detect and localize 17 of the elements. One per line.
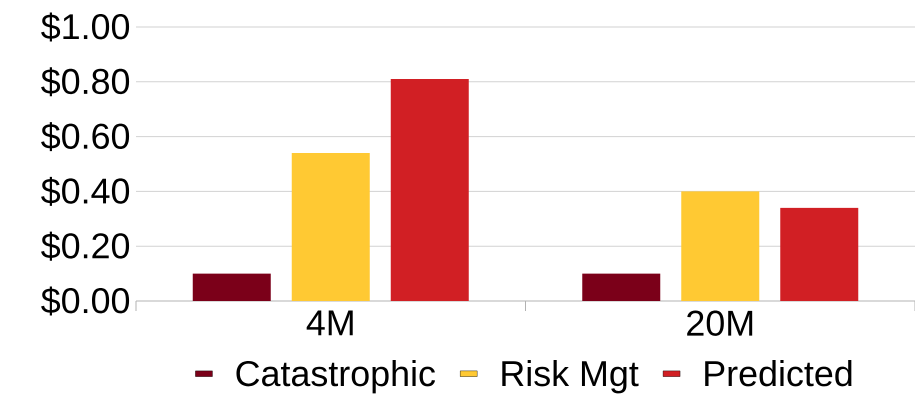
- bar: [292, 153, 370, 301]
- legend-label: Predicted: [705, 360, 852, 386]
- y-tick-label: $0.20: [41, 232, 130, 261]
- x-tick-label: 4M: [306, 310, 353, 336]
- bar: [192, 274, 271, 301]
- x-tick-label: 20M: [687, 310, 752, 336]
- y-tick-label: $0.40: [41, 176, 130, 206]
- y-tick-label: $0.80: [41, 67, 130, 96]
- bar: [780, 208, 858, 301]
- y-tick-label: $0.60: [41, 122, 130, 152]
- bar: [681, 191, 760, 301]
- y-tick-label: $0.00: [41, 286, 130, 316]
- bar: [390, 79, 469, 301]
- legend-label: Risk Mgt: [502, 360, 639, 394]
- legend-label: Catastrophic: [236, 360, 436, 394]
- y-tick-label: $1.00: [41, 12, 130, 42]
- bar: [582, 274, 660, 301]
